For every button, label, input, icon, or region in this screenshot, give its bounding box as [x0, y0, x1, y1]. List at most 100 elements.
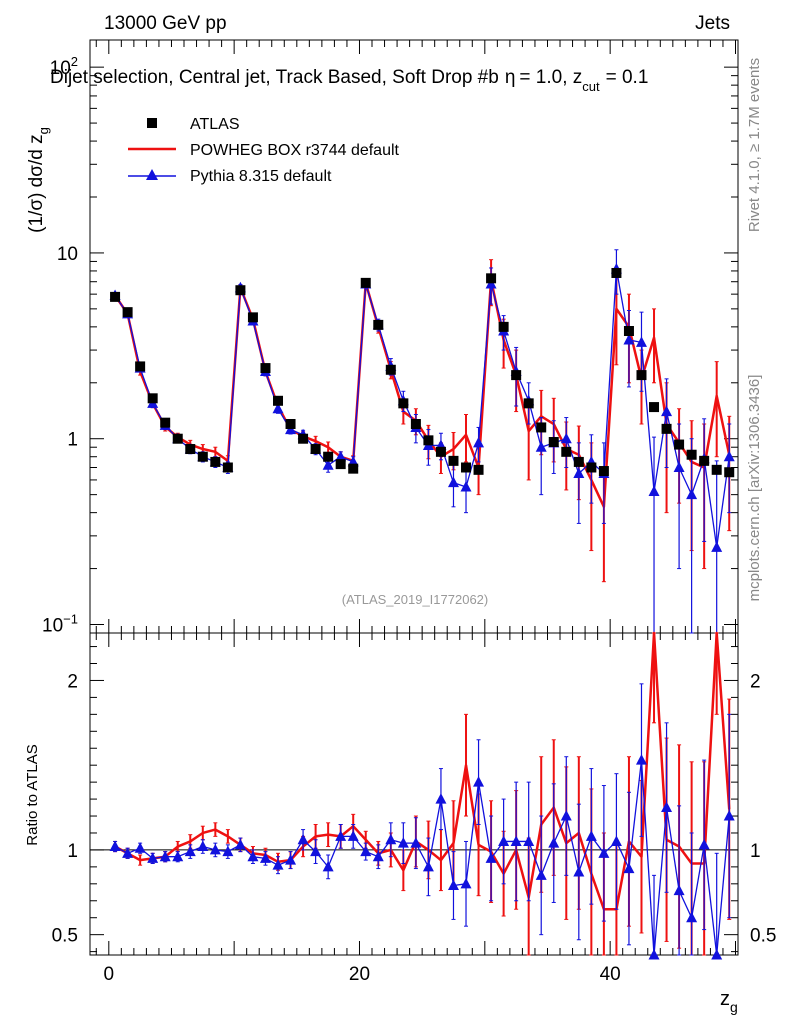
pythia-point [573, 467, 585, 478]
atlas-point [197, 451, 208, 462]
legend-atlas-label: ATLAS [190, 116, 240, 133]
pythia-ratio-point [623, 862, 635, 874]
pythia-point [661, 405, 673, 417]
atlas-point [285, 419, 296, 430]
pythia-point [686, 488, 698, 500]
pythia-ratio-point [435, 793, 447, 804]
atlas-point [598, 466, 609, 477]
legend-powheg-label: POWHEG BOX r3744 default [190, 142, 400, 159]
atlas-point [185, 444, 196, 455]
analysis-id: (ATLAS_2019_I1772062) [342, 592, 488, 607]
atlas-point [674, 439, 685, 450]
pythia-point [447, 476, 459, 488]
pythia-ratio-point [523, 835, 535, 846]
pythia-ratio-point [711, 949, 723, 960]
subtitle-params: = 1.0, z [519, 67, 582, 88]
y-tick-label-ratio: 1 [67, 841, 78, 862]
pythia-ratio-point [209, 843, 221, 855]
pythia-ratio-point [385, 833, 397, 845]
atlas-point [360, 277, 371, 288]
atlas-point [561, 446, 572, 457]
pythia-ratio-point [222, 845, 234, 857]
pythia-ratio-point [460, 877, 472, 889]
pythia-ratio-point [548, 837, 560, 848]
pythia-ratio-point [109, 840, 121, 852]
pythia-ratio-point [159, 850, 171, 862]
atlas-point [649, 402, 660, 413]
atlas-point [686, 449, 697, 460]
legend-pythia-marker [146, 169, 158, 180]
pythia-ratio-point [259, 852, 271, 863]
rivet-label: Rivet 4.1.0, ≥ 1.7M events [746, 58, 763, 232]
atlas-point [711, 464, 722, 475]
y-tick-label-main: 102 [50, 54, 78, 79]
pythia-ratio-point [560, 810, 572, 821]
atlas-point [623, 326, 634, 337]
atlas-point [435, 446, 446, 457]
atlas-point [636, 370, 647, 381]
atlas-point [160, 417, 171, 428]
pythia-ratio-point [698, 838, 710, 850]
pythia-point [535, 441, 547, 452]
y-tick-label-ratio-right: 0.5 [750, 926, 776, 947]
category-label: Jets [695, 13, 730, 34]
powheg-line [114, 278, 731, 509]
y-tick-label-main: 10−1 [42, 611, 78, 636]
pythia-ratio-point [234, 838, 246, 850]
pythia-ratio-point [310, 845, 322, 857]
pythia-ratio-point [673, 884, 685, 896]
subtitle-eta: η [505, 67, 516, 88]
atlas-point [611, 267, 622, 278]
atlas-point [699, 455, 710, 466]
pythia-ratio-point [585, 830, 597, 841]
pythia-point [673, 461, 685, 472]
powheg-ratio-line [114, 631, 731, 911]
pythia-ratio-point [610, 835, 622, 846]
pythia-ratio-point [573, 865, 585, 877]
xlabel: zg [720, 988, 738, 1015]
atlas-point [273, 395, 284, 406]
atlas-point [573, 456, 584, 467]
atlas-point [222, 462, 233, 473]
atlas-point [348, 463, 359, 474]
pythia-point [335, 450, 347, 462]
pythia-ratio-point [397, 837, 409, 848]
subtitle-value: = 0.1 [606, 67, 649, 88]
legend: ATLAS POWHEG BOX r3744 default Pythia 8.… [128, 116, 400, 185]
pythia-ratio-point [661, 801, 673, 813]
pythia-ratio-point [686, 911, 698, 923]
y-tick-label-ratio-right: 1 [750, 841, 761, 862]
atlas-point [473, 464, 484, 475]
pythia-ratio-point [473, 776, 485, 787]
pythia-point [473, 436, 485, 448]
pythia-ratio-point [360, 845, 372, 857]
pythia-ratio-point [184, 845, 196, 857]
pythia-ratio-point [485, 852, 497, 863]
pythia-ratio-point [285, 854, 297, 865]
pythia-ratio-point [122, 847, 134, 858]
atlas-point [172, 433, 183, 444]
pythia-ratio-point [372, 850, 384, 862]
main-ylabel: (1/σ) dσ/d zg [26, 127, 51, 233]
x-tick-label: 40 [600, 964, 621, 985]
atlas-point [335, 459, 346, 470]
pythia-ratio-point [247, 850, 259, 862]
y-tick-label-ratio: 0.5 [52, 926, 78, 947]
pythia-ratio-point [510, 835, 522, 846]
atlas-point [523, 398, 534, 409]
legend-atlas-marker [147, 118, 157, 128]
pythia-ratio-line [114, 759, 730, 956]
xlabel-sub: g [730, 999, 738, 1015]
pythia-ratio-point [147, 852, 159, 863]
pythia-ratio-point [498, 835, 510, 846]
atlas-point [661, 423, 672, 434]
subtitle-main: Dijet selection, Central jet, Track Base… [50, 67, 499, 88]
pythia-ratio-point [134, 842, 146, 853]
mcplots-label: mcplots.cern.ch [arXiv:1306.3436] [746, 375, 763, 602]
atlas-point [385, 364, 396, 375]
y-tick-label-ratio-right: 2 [750, 671, 761, 692]
pythia-ratio-point [172, 850, 184, 862]
atlas-point [122, 307, 133, 318]
atlas-point [247, 312, 258, 323]
atlas-point [461, 462, 472, 473]
